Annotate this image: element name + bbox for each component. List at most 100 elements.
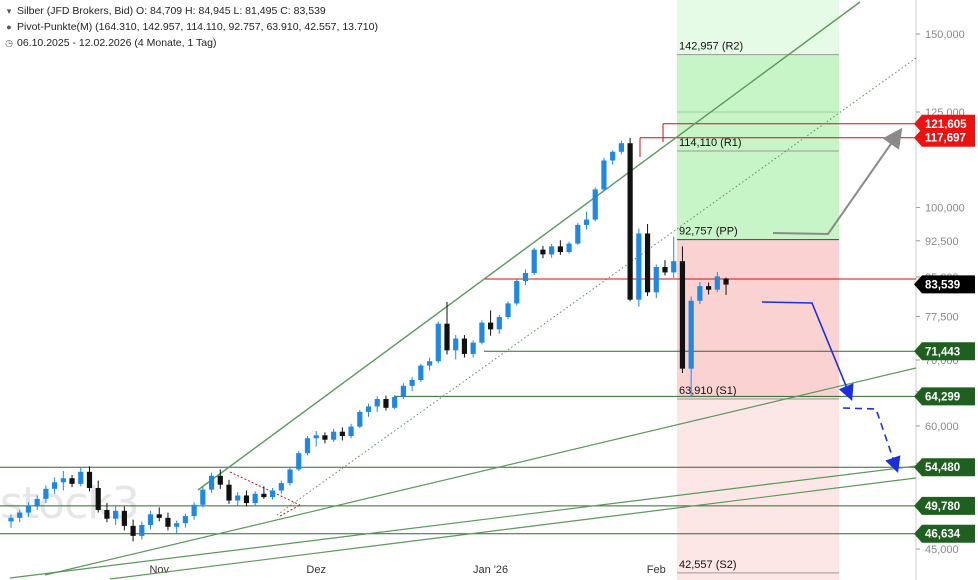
price-tag: 64,299 — [914, 387, 975, 406]
candle — [610, 150, 616, 165]
candle — [706, 282, 712, 295]
candle-body — [156, 514, 162, 518]
candle — [121, 506, 127, 531]
candle — [723, 277, 729, 295]
candle-body — [723, 278, 729, 285]
price-tag: 49,780 — [914, 496, 975, 515]
candle-body — [461, 338, 468, 354]
candle-body — [69, 478, 75, 484]
candle-body — [697, 286, 703, 301]
candle — [601, 157, 607, 192]
candle-body — [86, 471, 93, 488]
candle-body — [235, 495, 241, 501]
candle-body — [357, 411, 363, 427]
candle-body — [34, 498, 40, 506]
candle-body — [549, 246, 555, 255]
channel-dotted — [276, 57, 917, 516]
candle-body — [671, 261, 677, 273]
candle — [130, 519, 136, 542]
y-tick-label: 92,500 — [925, 236, 959, 248]
candle-body — [78, 471, 84, 484]
candle-body — [444, 323, 450, 351]
candle-body — [104, 509, 110, 519]
price-tag-bg — [914, 114, 975, 133]
candle — [200, 487, 206, 508]
candle — [165, 512, 171, 531]
candle — [25, 502, 32, 517]
price-tag-bg — [914, 524, 975, 543]
candle — [435, 321, 441, 364]
watermark-logo: stock3 — [0, 478, 140, 529]
candle — [557, 240, 563, 255]
candle-body — [174, 523, 180, 527]
candle-body — [43, 488, 49, 499]
candle-body — [662, 267, 668, 273]
candle-body — [592, 189, 598, 220]
candle — [104, 503, 110, 523]
candle — [522, 269, 529, 286]
resistance-zone — [677, 54, 839, 240]
candle-body — [610, 151, 616, 161]
candle-body — [278, 483, 284, 491]
price-tag: 54,480 — [914, 458, 975, 477]
candle — [618, 140, 624, 155]
gray-arrow — [772, 127, 903, 236]
price-tag-bg — [914, 458, 975, 477]
candle — [261, 486, 267, 499]
price-tag-label: 71,443 — [925, 346, 960, 358]
candle — [52, 477, 58, 494]
candle-body — [488, 322, 494, 330]
candle-body — [313, 435, 319, 439]
candle-body — [601, 160, 607, 190]
candle-body — [583, 219, 590, 225]
chevron-icon[interactable]: ▾ — [6, 6, 12, 16]
candle-body — [418, 365, 424, 381]
candle-body — [191, 504, 197, 517]
candle — [583, 211, 590, 230]
candle — [496, 314, 502, 334]
candle-body — [374, 399, 380, 407]
candle — [453, 335, 459, 360]
candle-body — [636, 233, 642, 300]
candle — [566, 241, 572, 254]
candle — [17, 509, 23, 523]
candle-body — [130, 525, 136, 536]
candle — [627, 137, 633, 302]
price-tag-label: 54,480 — [925, 462, 960, 474]
candle — [400, 383, 406, 400]
candle-body — [8, 517, 14, 522]
y-tick-label: 45,000 — [925, 544, 959, 556]
candle-body — [182, 516, 188, 524]
candle-body — [200, 489, 206, 505]
blue-dashed-arrow — [842, 407, 901, 474]
price-tag: 121,605 — [914, 114, 975, 133]
x-tick-label: Feb — [647, 564, 666, 576]
candle — [113, 505, 119, 525]
blue-arrow — [761, 301, 854, 401]
candle — [714, 271, 720, 292]
candle-body — [287, 469, 293, 484]
price-tag: 46,634 — [914, 524, 975, 543]
candle-body — [557, 246, 563, 253]
candle-body — [304, 438, 311, 454]
candle-body — [339, 431, 345, 437]
candle-body — [165, 517, 171, 527]
price-tag-bg — [914, 496, 975, 515]
support-zone-light — [677, 398, 839, 580]
price-tag-bg — [914, 128, 975, 147]
candle — [217, 469, 223, 489]
candle-body — [270, 490, 276, 498]
candle — [688, 296, 694, 397]
settings-dot-icon[interactable]: ● — [6, 22, 12, 32]
trend-line-a — [44, 367, 917, 576]
candle — [549, 244, 555, 258]
candle — [392, 395, 398, 410]
candle-body — [505, 303, 511, 318]
candle — [418, 363, 424, 382]
clock-icon: ◷ — [5, 38, 13, 48]
y-tick-label: 100,000 — [925, 202, 965, 214]
pivot-label: 92,757 (PP) — [679, 226, 738, 238]
candle-body — [575, 224, 581, 244]
candle — [679, 246, 686, 374]
